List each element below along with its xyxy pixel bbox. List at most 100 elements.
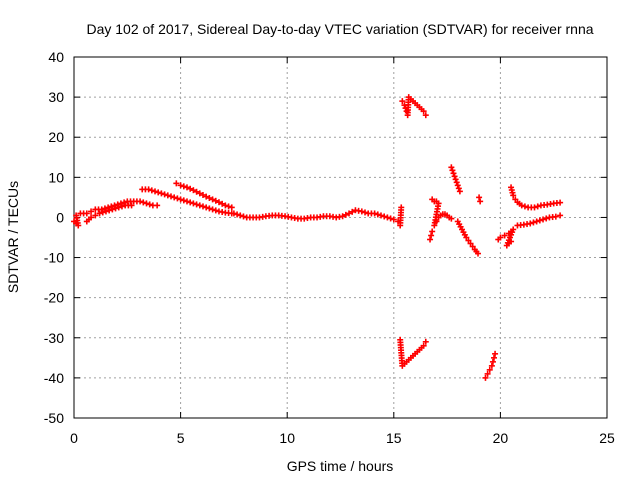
data-point [482,374,489,381]
data-point [117,200,124,207]
data-point [168,193,175,200]
data-point [475,250,482,257]
data-point [199,191,206,198]
data-point [237,212,244,219]
data-point [342,211,349,218]
data-point [422,338,429,345]
y-tick-label: -30 [44,330,64,346]
data-point [346,210,353,217]
data-point [465,237,472,244]
data-point [180,183,187,190]
data-point [177,182,184,189]
data-point [92,212,99,219]
data-point [448,164,455,171]
data-point [451,173,458,180]
data-point [206,194,213,201]
data-point [557,199,564,206]
data-point [152,188,159,195]
data-point [491,354,498,361]
data-point [484,370,491,377]
data-point [234,211,241,218]
data-point [203,193,210,200]
data-point [88,208,95,215]
data-point [453,179,460,186]
data-point [469,243,476,250]
data-point [428,232,435,239]
data-point [371,210,378,217]
data-point [180,197,187,204]
data-point [164,192,171,199]
data-point [102,208,109,215]
data-point [476,194,483,201]
data-point [183,184,190,191]
data-point [420,108,427,115]
data-point [146,201,153,208]
data-point [199,203,206,210]
data-points [71,94,564,381]
data-point [530,219,537,226]
data-point [378,212,385,219]
data-point [533,218,540,225]
data-point [109,206,116,213]
data-point [143,200,150,207]
data-point [222,202,229,209]
data-point [137,198,144,205]
data-point [111,202,118,209]
grid [74,57,607,418]
data-point [431,222,438,229]
data-point [196,202,203,209]
data-point [196,190,203,197]
data-point [230,210,237,217]
x-tick-label: 5 [177,430,185,446]
data-point [108,203,115,210]
x-axis-label: GPS time / hours [287,458,394,474]
data-point [398,204,405,211]
data-point [209,206,216,213]
x-tick-label: 0 [70,430,78,446]
data-point [429,228,436,235]
data-point [422,112,429,119]
data-point [463,234,470,241]
data-point [101,205,108,212]
data-point [427,236,434,243]
data-point [448,215,455,222]
data-point [508,238,515,245]
data-point [534,203,541,210]
data-point [228,204,235,211]
data-point [540,216,547,223]
y-tick-label: -20 [44,290,64,306]
data-point [171,194,178,201]
data-point [510,192,517,199]
plot-frame [73,56,608,419]
y-tick-label: -40 [44,370,64,386]
data-point [219,200,226,207]
y-tick-label: 10 [48,169,64,185]
data-point [518,202,525,209]
data-point [489,358,496,365]
data-point [112,205,119,212]
data-point [527,220,534,227]
data-point [492,350,499,357]
data-point [114,201,121,208]
x-tick-label: 20 [493,430,509,446]
data-point [212,197,219,204]
data-point [225,203,232,210]
chart-title: Day 102 of 2017, Sidereal Day-to-day VTE… [86,21,593,37]
data-point [452,176,459,183]
x-tick-label: 25 [599,430,615,446]
y-tick-label: 40 [48,49,64,65]
data-point [88,214,95,221]
data-point [145,186,152,193]
data-point [536,217,543,224]
data-point [98,206,105,213]
data-point [193,201,200,208]
data-point [209,196,216,203]
data-point [497,234,504,241]
data-point [203,204,210,211]
data-point [339,213,346,220]
data-point [173,180,180,187]
data-point [83,210,90,217]
data-point [543,215,550,222]
data-point [187,185,194,192]
